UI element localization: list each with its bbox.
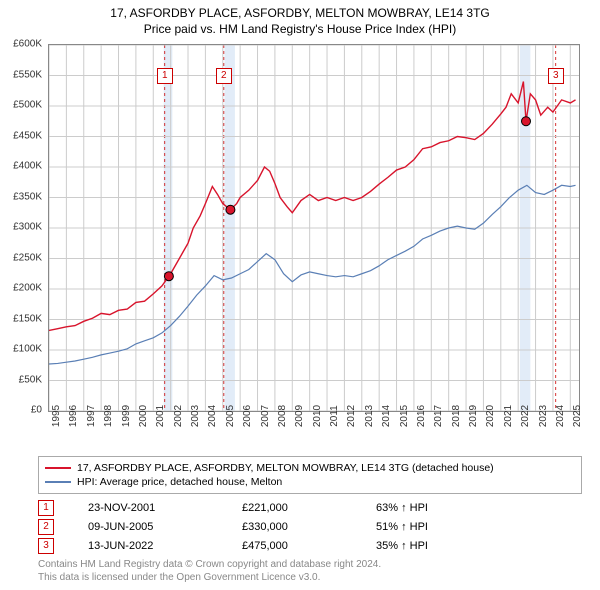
sales-markers-table: 1 23-NOV-2001 £221,000 63% ↑ HPI 2 09-JUN-200…: [38, 498, 428, 555]
y-tick-label: £0: [31, 405, 42, 416]
marker-row: 3 13-JUN-2022 £475,000 35% ↑ HPI: [38, 536, 428, 555]
marker-delta: 35% ↑ HPI: [376, 540, 428, 552]
y-tick-label: £350K: [13, 191, 42, 202]
y-tick-label: £450K: [13, 130, 42, 141]
marker-row: 1 23-NOV-2001 £221,000 63% ↑ HPI: [38, 498, 428, 517]
marker-date: 09-JUN-2005: [88, 521, 208, 533]
x-tick-label: 2021: [503, 405, 514, 427]
x-tick-label: 2012: [346, 405, 357, 427]
x-tick-label: 2023: [538, 405, 549, 427]
x-tick-label: 2017: [433, 405, 444, 427]
x-tick-label: 2025: [572, 405, 583, 427]
legend-box: 17, ASFORDBY PLACE, ASFORDBY, MELTON MOW…: [38, 456, 582, 494]
y-tick-label: £200K: [13, 283, 42, 294]
y-tick-label: £300K: [13, 222, 42, 233]
x-tick-label: 2007: [260, 405, 271, 427]
marker-row: 2 09-JUN-2005 £330,000 51% ↑ HPI: [38, 517, 428, 536]
legend-row: HPI: Average price, detached house, Melt…: [45, 475, 575, 489]
marker-price: £221,000: [242, 502, 342, 514]
legend-label: HPI: Average price, detached house, Melt…: [77, 476, 282, 488]
chart-container: 17, ASFORDBY PLACE, ASFORDBY, MELTON MOW…: [0, 0, 600, 590]
y-tick-label: £600K: [13, 39, 42, 50]
x-tick-label: 1998: [103, 405, 114, 427]
x-tick-label: 1997: [86, 405, 97, 427]
y-tick-label: £550K: [13, 69, 42, 80]
marker-date: 23-NOV-2001: [88, 502, 208, 514]
x-axis-labels: 1995199619971998199920002001200220032004…: [48, 414, 580, 454]
plot-area: 1 2 3: [48, 44, 580, 412]
marker-number-box: 2: [38, 519, 54, 535]
x-tick-label: 2006: [242, 405, 253, 427]
x-tick-label: 2020: [485, 405, 496, 427]
marker-price: £330,000: [242, 521, 342, 533]
marker-delta: 51% ↑ HPI: [376, 521, 428, 533]
x-tick-label: 2004: [207, 405, 218, 427]
x-tick-label: 2001: [155, 405, 166, 427]
x-tick-label: 2016: [416, 405, 427, 427]
x-tick-label: 2005: [225, 405, 236, 427]
x-tick-label: 2003: [190, 405, 201, 427]
x-tick-label: 1995: [51, 405, 62, 427]
x-tick-label: 2002: [173, 405, 184, 427]
chart-title: 17, ASFORDBY PLACE, ASFORDBY, MELTON MOW…: [0, 0, 600, 20]
x-tick-label: 2015: [399, 405, 410, 427]
chart-subtitle: Price paid vs. HM Land Registry's House …: [0, 20, 600, 36]
x-tick-label: 2011: [329, 405, 340, 427]
legend-label: 17, ASFORDBY PLACE, ASFORDBY, MELTON MOW…: [77, 462, 494, 474]
chart-marker-3: 3: [548, 68, 564, 84]
marker-delta: 63% ↑ HPI: [376, 502, 428, 514]
footer-line-1: Contains HM Land Registry data © Crown c…: [38, 558, 381, 571]
x-tick-label: 2019: [468, 405, 479, 427]
marker-date: 13-JUN-2022: [88, 540, 208, 552]
footer-attribution: Contains HM Land Registry data © Crown c…: [38, 558, 381, 584]
y-tick-label: £500K: [13, 100, 42, 111]
y-tick-label: £50K: [19, 374, 42, 385]
footer-line-2: This data is licensed under the Open Gov…: [38, 571, 381, 584]
y-tick-label: £150K: [13, 313, 42, 324]
x-tick-label: 1999: [121, 405, 132, 427]
x-tick-label: 2000: [138, 405, 149, 427]
y-tick-label: £100K: [13, 344, 42, 355]
x-tick-label: 2022: [520, 405, 531, 427]
legend-swatch: [45, 481, 71, 483]
chart-marker-1: 1: [157, 68, 173, 84]
y-tick-label: £250K: [13, 252, 42, 263]
y-tick-label: £400K: [13, 161, 42, 172]
x-tick-label: 2013: [364, 405, 375, 427]
marker-number-box: 3: [38, 538, 54, 554]
y-axis-labels: £0£50K£100K£150K£200K£250K£300K£350K£400…: [0, 44, 46, 412]
x-tick-label: 1996: [68, 405, 79, 427]
x-tick-label: 2010: [312, 405, 323, 427]
x-tick-label: 2009: [294, 405, 305, 427]
marker-number-box: 1: [38, 500, 54, 516]
legend-row: 17, ASFORDBY PLACE, ASFORDBY, MELTON MOW…: [45, 461, 575, 475]
legend-swatch: [45, 467, 71, 469]
marker-price: £475,000: [242, 540, 342, 552]
x-tick-label: 2018: [451, 405, 462, 427]
plot-svg: [49, 45, 579, 411]
x-tick-label: 2008: [277, 405, 288, 427]
x-tick-label: 2024: [555, 405, 566, 427]
x-tick-label: 2014: [381, 405, 392, 427]
chart-marker-2: 2: [216, 68, 232, 84]
